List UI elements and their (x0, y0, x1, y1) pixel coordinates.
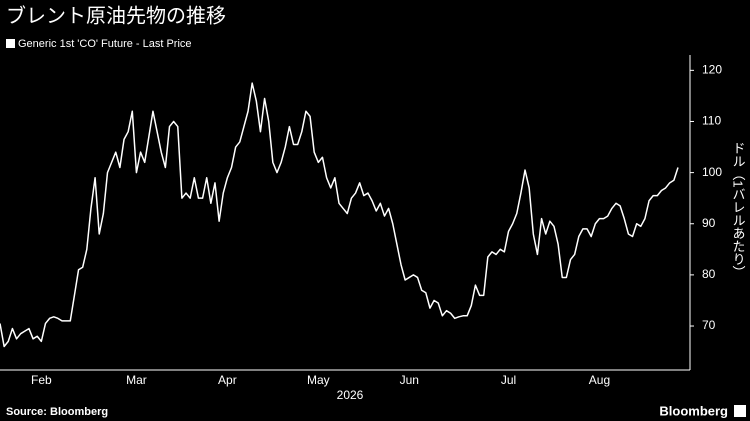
x-tick-label: Aug (589, 373, 610, 387)
price-line (0, 82, 679, 348)
x-tick-label: May (307, 373, 330, 387)
x-tick-label: Mar (126, 373, 147, 387)
y-tick-label: 110 (702, 114, 721, 128)
x-tick-label: Apr (218, 373, 237, 387)
x-tick-label: Jul (501, 373, 516, 387)
x-tick-label: Feb (31, 373, 52, 387)
source: Source: Bloomberg (6, 406, 108, 418)
y-tick-label: 80 (702, 267, 716, 281)
y-axis-label: ドル（1バレルあたり） (731, 141, 746, 278)
chart-title: ブレント原油先物の推移 (6, 3, 226, 27)
y-tick-label: 100 (702, 165, 722, 179)
y-tick-label: 90 (702, 216, 716, 230)
legend-label: Generic 1st 'CO' Future - Last Price (18, 38, 192, 50)
y-tick-label: 70 (702, 318, 716, 332)
x-tick-label: Jun (400, 373, 419, 387)
brand: Bloomberg (659, 403, 728, 418)
legend-swatch (6, 39, 15, 48)
x-axis-label: 2026 (337, 388, 364, 402)
brand-icon (734, 405, 746, 417)
y-tick-label: 120 (702, 63, 722, 77)
